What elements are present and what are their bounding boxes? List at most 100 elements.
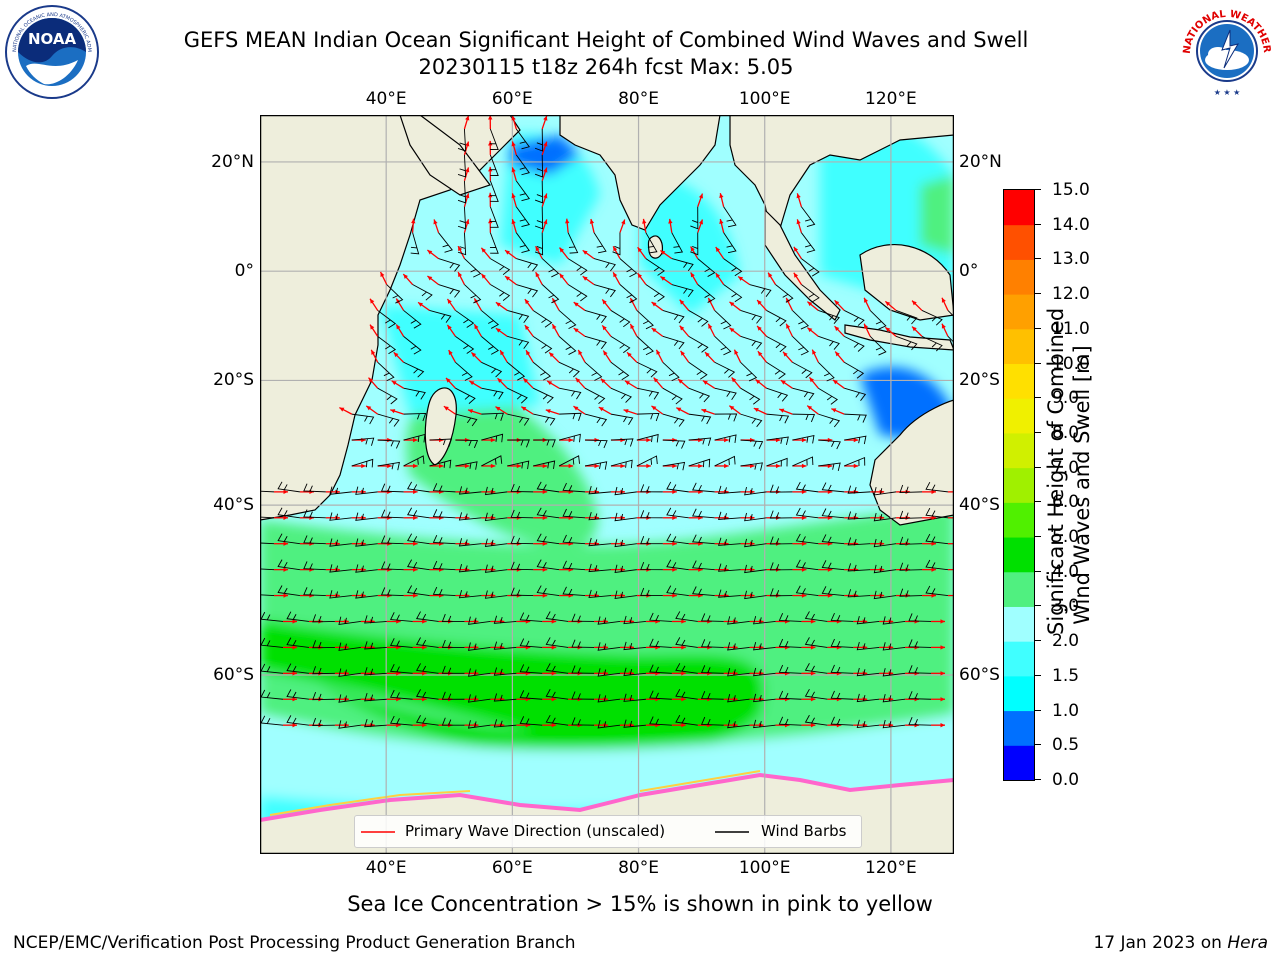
wind-barb — [467, 642, 491, 651]
wind-barb — [481, 433, 504, 443]
wave-arrow — [792, 541, 807, 546]
wind-barb — [415, 689, 439, 700]
wind-barb — [584, 310, 607, 324]
wave-arrow — [619, 219, 626, 233]
wind-barb — [899, 484, 923, 494]
wave-arrow — [733, 349, 742, 363]
right-lat-label: 60°S — [959, 664, 1000, 685]
wind-barb — [766, 436, 789, 445]
wave-arrow — [469, 380, 482, 389]
wave-arrow — [533, 567, 548, 572]
wave-arrow — [714, 437, 729, 443]
wave-arrow — [884, 326, 897, 337]
wind-barb — [727, 693, 750, 703]
wave-arrow — [715, 272, 725, 285]
wind-barb — [429, 459, 452, 469]
wind-barb — [636, 336, 654, 356]
wind-barb — [415, 715, 439, 726]
wave-arrow — [403, 541, 418, 546]
wind-barb — [312, 666, 335, 675]
wind-barb — [740, 439, 764, 450]
wind-barb — [441, 613, 465, 622]
colorbar-tick-mark — [1035, 674, 1041, 676]
wave-arrow — [448, 349, 457, 363]
wave-arrow — [792, 437, 807, 443]
wind-barb — [432, 483, 456, 493]
wind-barb — [432, 509, 456, 519]
wind-barb — [769, 484, 793, 493]
wind-barb — [303, 561, 326, 571]
wave-arrow — [668, 218, 673, 233]
wind-barb — [821, 508, 845, 519]
wind-barb — [536, 481, 560, 493]
wind-barb — [489, 232, 499, 254]
wave-arrow — [623, 409, 638, 415]
wind-barb — [610, 310, 631, 328]
wind-barb — [286, 611, 309, 622]
wave-arrow — [274, 593, 288, 598]
wind-barb — [338, 720, 361, 729]
wind-barb — [351, 458, 374, 468]
wave-arrow — [507, 463, 522, 469]
wave-arrow — [488, 140, 493, 155]
wave-arrow — [793, 246, 802, 259]
wind-barb — [795, 507, 819, 519]
wind-barb — [338, 694, 361, 703]
wave-arrow — [844, 463, 859, 469]
wind-barb — [690, 232, 699, 256]
wind-barb — [286, 637, 309, 648]
wave-arrow — [499, 349, 508, 363]
wind-barb — [533, 387, 554, 404]
wave-arrow — [767, 272, 777, 285]
wave-arrow — [443, 405, 456, 415]
wind-barb — [700, 716, 724, 726]
wind-barb — [312, 691, 335, 701]
wind-barb — [458, 564, 482, 573]
wind-barb — [438, 232, 453, 253]
colorbar-swatch — [1004, 641, 1034, 677]
wave-arrow — [863, 297, 871, 311]
colorbar-swatch — [1004, 745, 1034, 781]
wind-barb — [364, 718, 387, 728]
wave-arrow — [546, 380, 560, 389]
wind-barb — [614, 564, 637, 574]
wind-barb — [714, 413, 738, 422]
wave-arrow — [533, 489, 548, 495]
wave-arrow — [753, 407, 767, 415]
wind-barb — [753, 641, 776, 651]
wave-arrow — [801, 722, 816, 728]
wave-arrow — [589, 218, 595, 233]
map-frame — [259, 114, 955, 855]
wind-barb — [818, 335, 840, 350]
footer-date: 17 Jan 2023 on — [1093, 933, 1228, 953]
wind-barb — [455, 361, 473, 381]
wind-barb — [429, 438, 453, 447]
wind-barb — [593, 258, 616, 272]
wind-barb — [515, 180, 530, 202]
wave-arrow — [629, 323, 638, 337]
wave-arrow — [941, 323, 949, 337]
bottom-lon-label: 120°E — [865, 858, 917, 878]
wind-barb — [688, 310, 709, 327]
wave-arrow — [755, 378, 767, 389]
wave-arrow — [637, 246, 647, 259]
wave-arrow — [931, 722, 945, 728]
colorbar-tick-label: 2.0 — [1052, 631, 1080, 652]
wave-arrow — [660, 275, 673, 286]
wave-arrow — [719, 218, 725, 233]
wind-barb — [481, 455, 503, 467]
wind-barb — [899, 588, 923, 597]
wind-barb — [519, 612, 543, 622]
wind-barb — [588, 511, 612, 521]
wave-arrow — [947, 594, 954, 597]
wind-barb — [792, 413, 816, 423]
wind-barb — [821, 482, 845, 493]
wind-barb — [597, 616, 621, 625]
wave-arrow — [412, 671, 427, 676]
left-lat-label: 20°N — [211, 151, 254, 172]
wind-barb — [493, 719, 517, 728]
wave-arrow — [445, 377, 456, 389]
wind-barb — [389, 638, 413, 648]
wind-barb — [714, 387, 737, 400]
colorbar — [1003, 189, 1035, 781]
